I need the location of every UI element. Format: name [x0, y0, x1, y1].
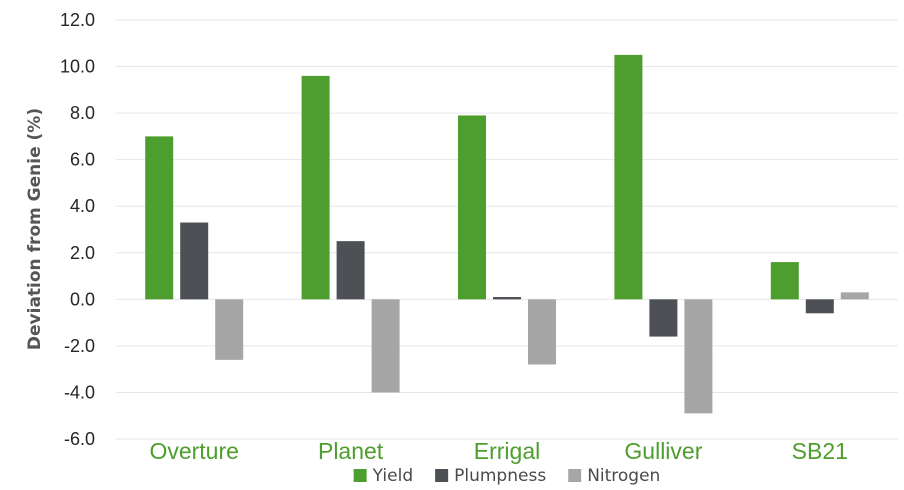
y-tick-label: 12.0	[60, 10, 95, 30]
bar-plumpness-overture	[180, 222, 209, 300]
legend-label: Nitrogen	[587, 466, 660, 486]
legend-swatch	[435, 469, 449, 482]
legend: Yield Plumpness Nitrogen	[353, 466, 660, 486]
bars	[145, 54, 869, 414]
legend-swatch	[353, 469, 367, 482]
bar-nitrogen-gulliver	[684, 299, 713, 414]
y-tick-label: 6.0	[70, 150, 95, 170]
legend-item-nitrogen: Nitrogen	[568, 466, 660, 486]
bar-nitrogen-sb21	[840, 292, 869, 300]
bar-yield-sb21	[770, 262, 799, 300]
legend-swatch	[568, 469, 582, 482]
bar-yield-overture	[145, 136, 174, 300]
bar-yield-planet	[301, 75, 330, 300]
bar-nitrogen-planet	[371, 299, 400, 393]
bar-nitrogen-errigal	[528, 299, 556, 365]
x-tick-label: Overture	[149, 438, 238, 464]
y-tick-label: 4.0	[70, 196, 95, 216]
y-tick-label: -6.0	[64, 429, 95, 449]
y-tick-label: 0.0	[70, 289, 95, 309]
y-axis-label: Deviation from Genie (%)	[25, 108, 45, 350]
bar-yield-gulliver	[614, 54, 643, 300]
y-tick-labels: 12.0 10.0 8.0 6.0 4.0 2.0 0.0 -2.0 -4.0 -6.0	[60, 10, 95, 449]
bar-plumpness-sb21	[805, 299, 834, 314]
legend-item-yield: Yield	[353, 466, 413, 486]
gridlines	[116, 19, 898, 440]
y-tick-label: 8.0	[70, 103, 95, 123]
y-tick-label: -4.0	[64, 382, 95, 402]
y-tick-label: 10.0	[60, 57, 95, 77]
x-tick-label: Errigal	[474, 438, 540, 464]
bar-plumpness-gulliver	[649, 299, 678, 337]
legend-label: Yield	[372, 466, 413, 486]
x-tick-labels: Overture Planet Errigal Gulliver SB21	[149, 438, 847, 464]
bar-yield-errigal	[458, 115, 486, 300]
legend-item-plumpness: Plumpness	[435, 466, 546, 486]
legend-label: Plumpness	[454, 466, 546, 486]
bar-plumpness-planet	[336, 241, 365, 300]
x-tick-label: Gulliver	[624, 438, 702, 464]
x-tick-label: SB21	[792, 438, 848, 464]
y-tick-label: 2.0	[70, 243, 95, 263]
bar-nitrogen-overture	[215, 299, 244, 360]
y-tick-label: -2.0	[64, 336, 95, 356]
x-tick-label: Planet	[318, 438, 384, 464]
bar-plumpness-errigal	[493, 297, 521, 300]
